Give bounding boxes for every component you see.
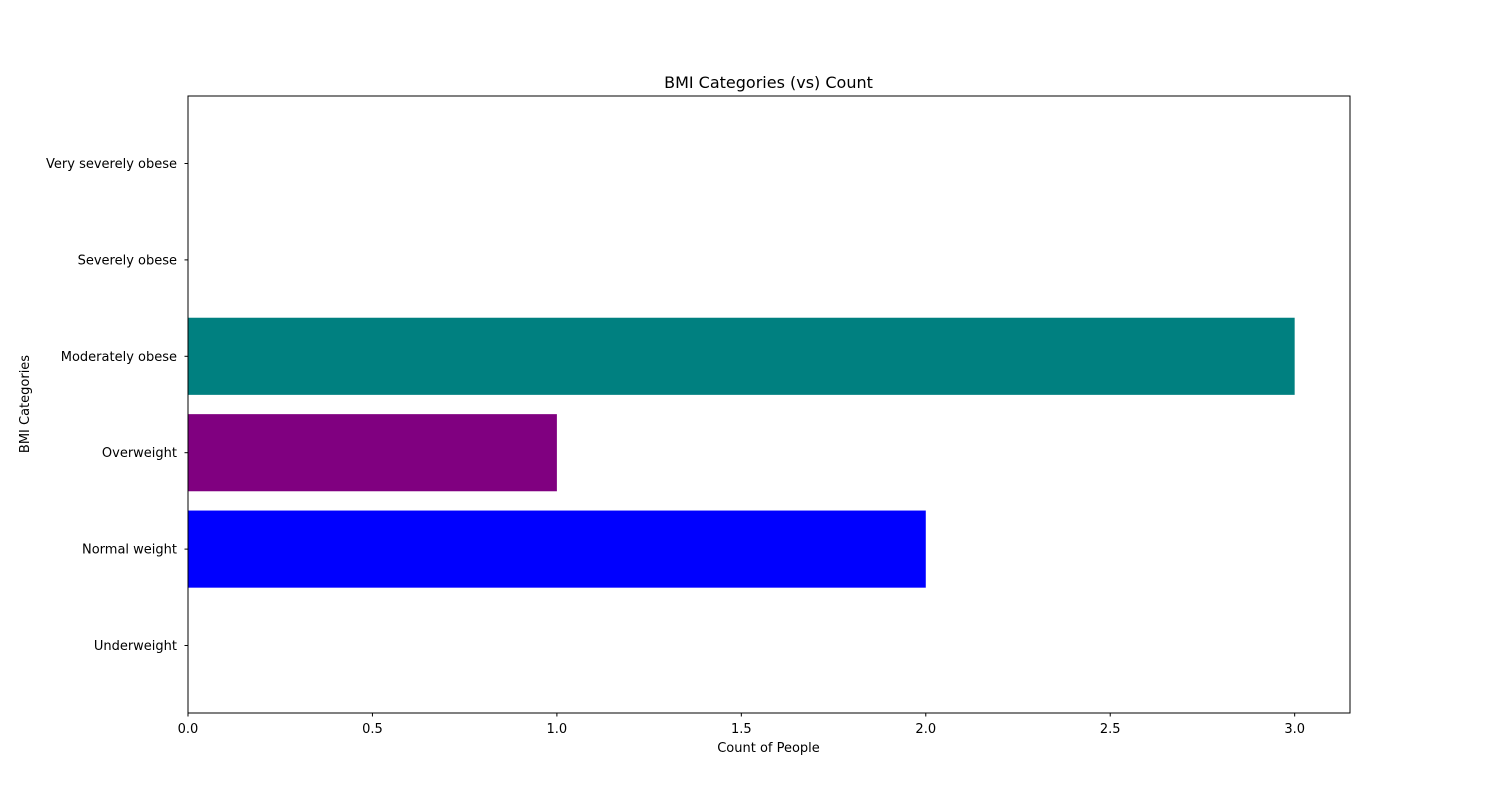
y-tick-label: Underweight bbox=[94, 639, 177, 654]
bar-normal-weight bbox=[188, 510, 926, 588]
plot-area-frame bbox=[187, 95, 1351, 714]
bars-layer bbox=[188, 317, 1295, 588]
x-tick-label: 0.0 bbox=[178, 722, 199, 737]
x-tick-label: 2.0 bbox=[915, 722, 936, 737]
x-tick-label: 3.0 bbox=[1284, 722, 1305, 737]
x-tick-label: 1.5 bbox=[731, 722, 752, 737]
bar-overweight bbox=[188, 414, 557, 492]
y-tick-label: Normal weight bbox=[82, 543, 177, 558]
x-tick-label: 0.5 bbox=[362, 722, 383, 737]
chart-title: BMI Categories (vs) Count bbox=[664, 73, 873, 92]
y-tick-label: Severely obese bbox=[78, 253, 177, 268]
y-tick-label: Very severely obese bbox=[46, 157, 177, 172]
y-tick-label: Moderately obese bbox=[61, 350, 177, 365]
x-tick-label: 1.0 bbox=[547, 722, 568, 737]
bar-moderately-obese bbox=[188, 317, 1295, 395]
x-axis-label: Count of People bbox=[717, 741, 820, 756]
y-axis-ticks: Underweight Normal weight Overweight Modera… bbox=[46, 157, 188, 654]
x-axis-ticks: 0.0 0.5 1.0 1.5 2.0 2.5 3.0 bbox=[178, 713, 1305, 737]
x-tick-label: 2.5 bbox=[1100, 722, 1121, 737]
y-tick-label: Overweight bbox=[102, 446, 177, 461]
y-axis-label: BMI Categories bbox=[18, 355, 33, 453]
